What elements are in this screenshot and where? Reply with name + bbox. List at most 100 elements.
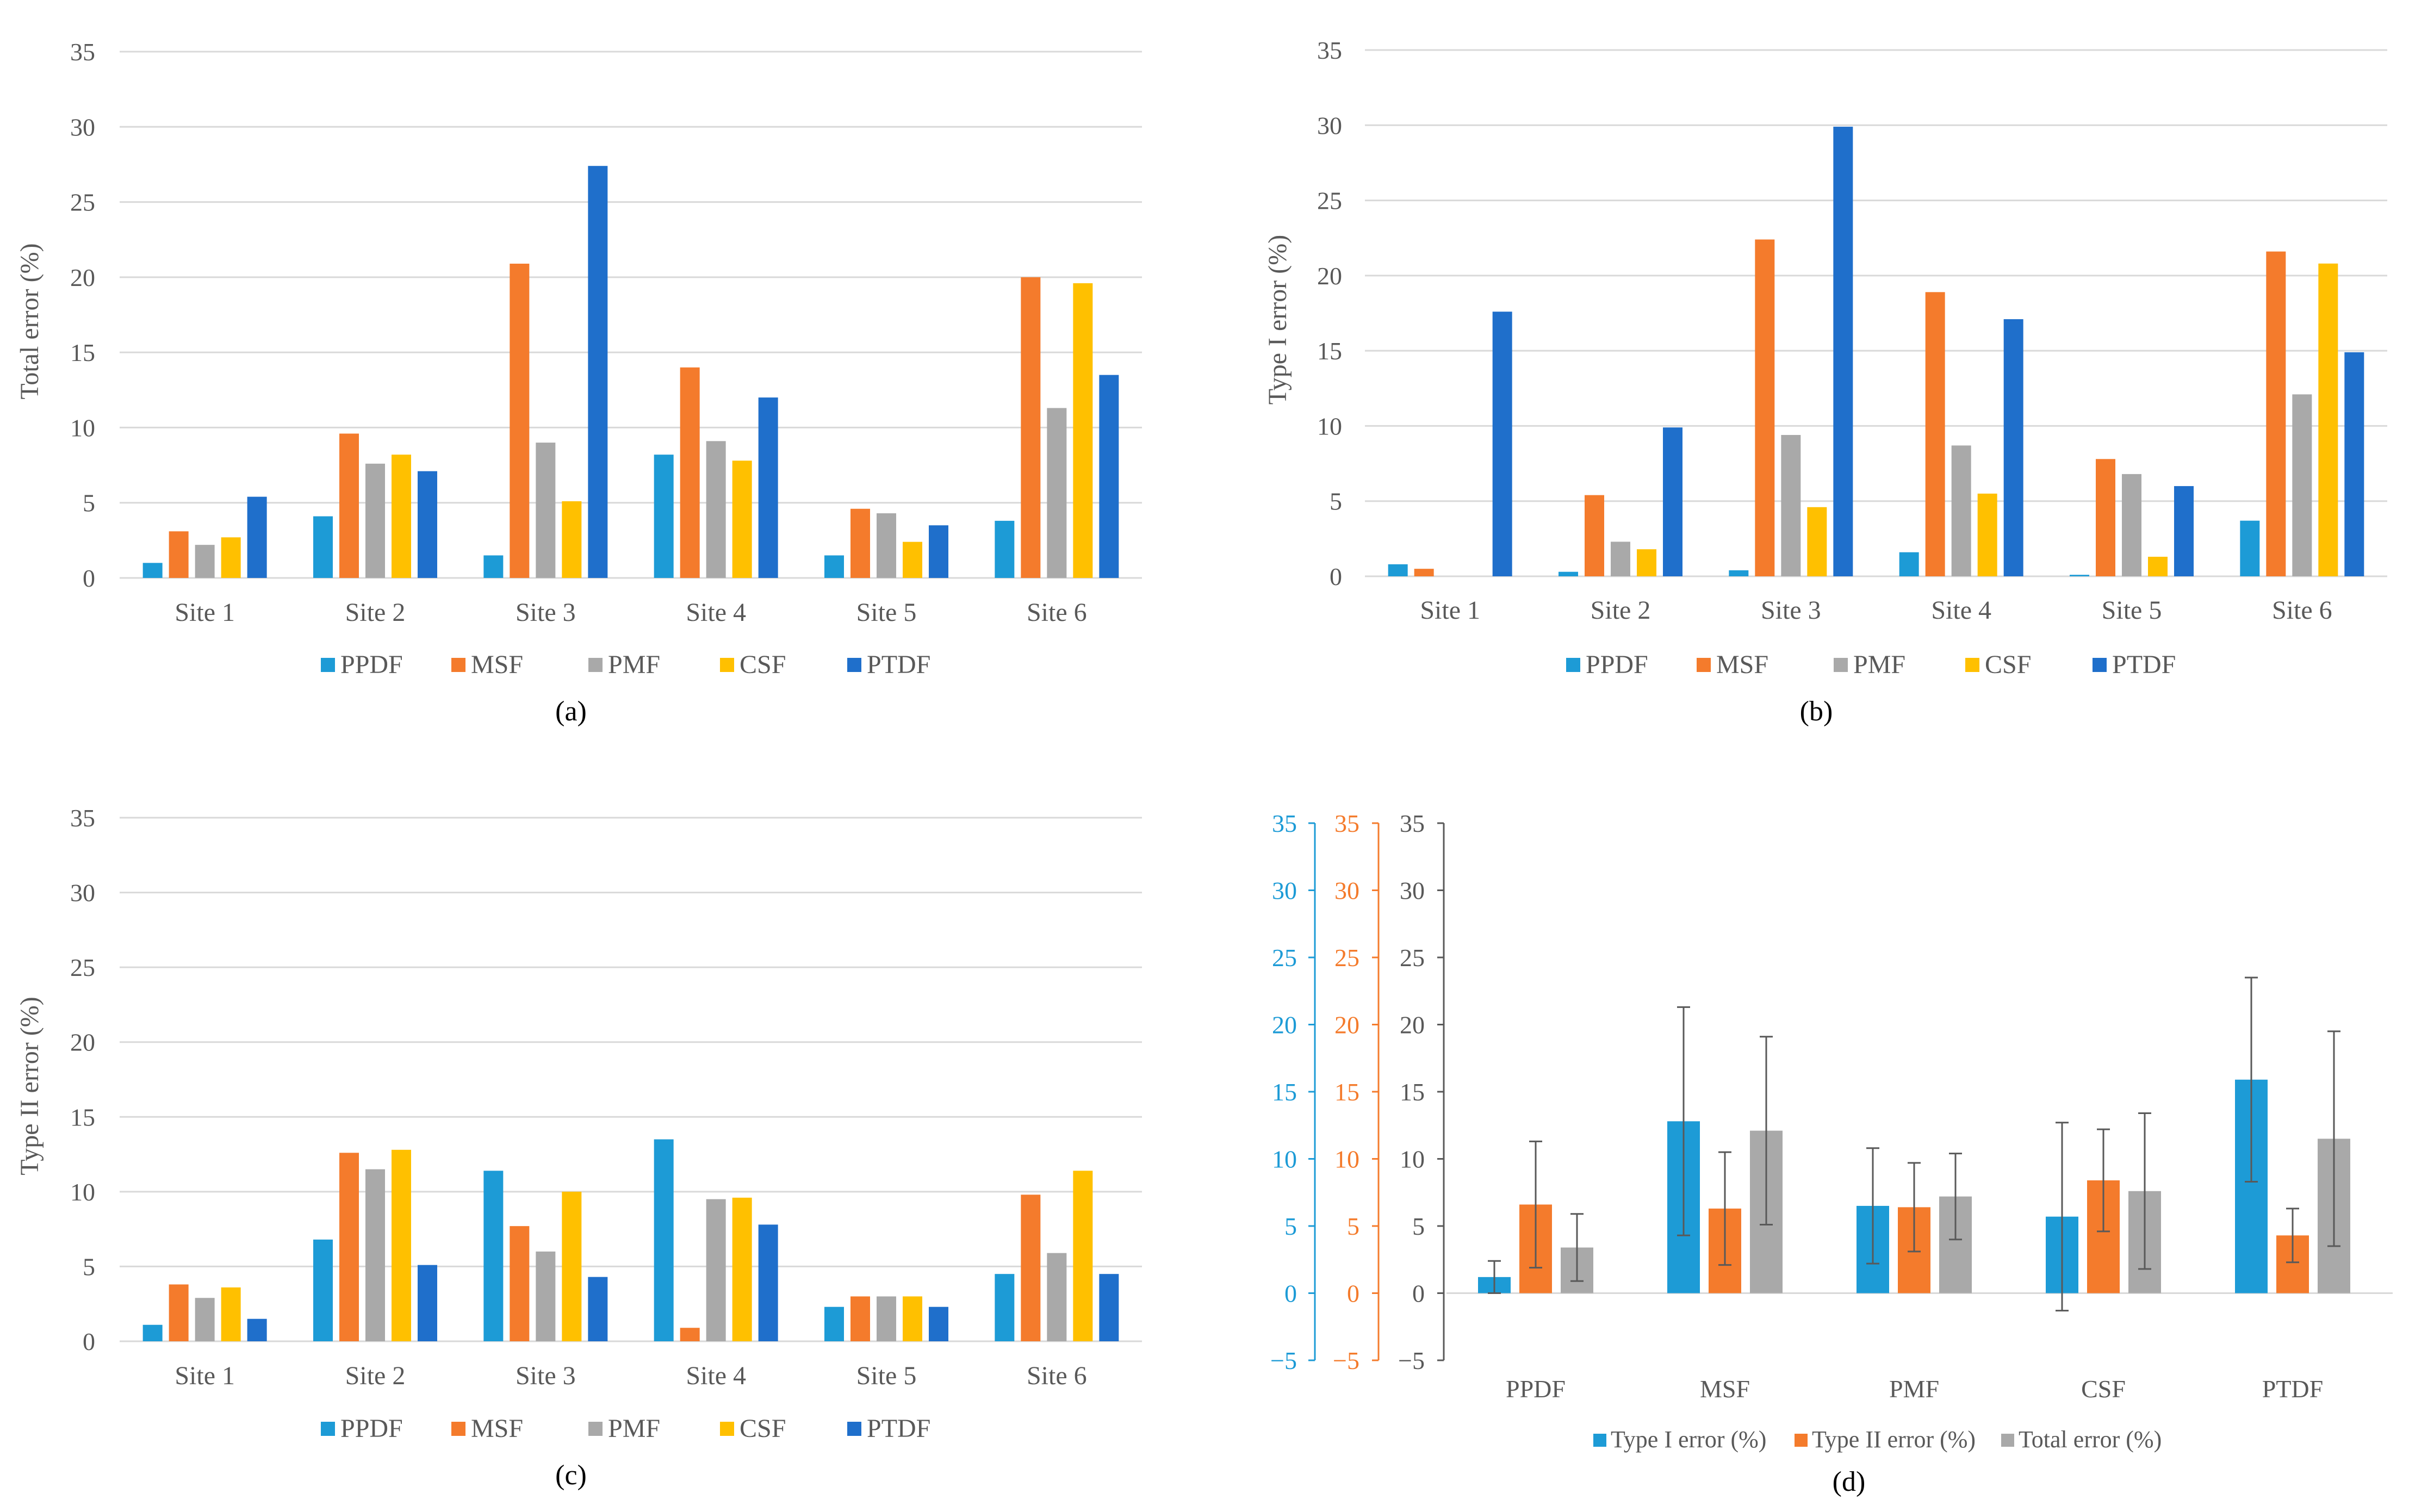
bar-pmf-site2 [365,1169,385,1341]
bar-csf-site5 [903,542,922,578]
y-tick-label: 10 [1317,412,1342,440]
bar-csf-site2 [392,1149,411,1341]
bar-ppdf-site3 [483,555,504,578]
y-tick-label: 25 [70,954,95,981]
bar-ptdf-site2 [418,471,437,578]
y-tick-label: 35 [1317,36,1342,64]
bar-ptdf-site5 [929,1306,948,1341]
bar-pmf-site3 [1781,435,1801,576]
bar-ptdf-site2 [418,1265,437,1341]
bar-msf-site6 [1021,1194,1041,1341]
chart-panel-b: 0 5 10 15 20 25 30 35 Type I error (%) Site 1 Site… [1263,36,2387,727]
legend-swatch-csf [720,1422,734,1436]
legend-label: Type I error (%) [1611,1426,1766,1453]
bar-pmf-site5 [877,1296,896,1341]
y-tick-label: 30 [1334,877,1359,905]
legend-swatch-ppdf [321,658,335,672]
bar-msf-site1 [1414,569,1434,576]
bar-msf-site3 [510,263,530,578]
y-tick-label: 15 [1334,1078,1359,1106]
bar-pmf-site6 [1047,1253,1067,1341]
y-tick-label: 5 [1347,1212,1359,1240]
legend-label: PTDF [2112,650,2176,679]
y-tick-label: 30 [70,113,95,141]
legend-swatch-msf [1697,658,1711,672]
y-tick-label: 15 [70,1103,95,1131]
y-tick-label: 10 [70,414,95,441]
bar-csf-site3 [562,1191,582,1341]
bar-ptdf-site3 [588,166,608,578]
y-tick-label: 0 [83,1328,95,1355]
bar-csf-site1 [221,537,241,578]
legend-swatch-pmf [1834,658,1848,672]
x-category-label: Site 3 [1761,596,1821,625]
y-tick-label: 15 [1400,1078,1425,1106]
legend-swatch-pmf [588,658,603,672]
y-tick-label: 35 [70,804,95,832]
x-category-label: Site 4 [1931,596,1991,625]
bar-ppdf-site3 [1729,570,1749,576]
legend-label: PMF [1853,650,1905,679]
bar-pmf-site6 [2292,394,2312,576]
y-axis-title: Type II error (%) [15,997,44,1175]
bar-ptdf-site1 [247,496,267,578]
y-tick-label: −5 [1270,1347,1297,1374]
y-tick-label: 5 [83,489,95,517]
legend-swatch-ptdf [847,658,861,672]
bar-ppdf-site3 [483,1171,504,1341]
y-tick-label: 0 [1284,1280,1297,1308]
legend-label: PTDF [867,650,930,679]
bar-pmf-site2 [1611,542,1630,576]
x-category-label: PMF [1889,1375,1939,1403]
legend-label: CSF [1985,650,2031,679]
legend-label: CSF [740,1414,786,1443]
bar-msf-site4 [680,367,700,578]
legend-label: PMF [608,650,660,679]
x-category-label: MSF [1700,1375,1750,1403]
bar-ppdf-site1 [142,1324,163,1341]
x-category-label: Site 6 [1027,1361,1087,1390]
legend-label: Total error (%) [2019,1426,2162,1453]
x-category-label: Site 2 [345,598,406,627]
y-tick-label: 15 [1317,337,1342,365]
bar-pmf-site4 [706,1199,726,1341]
bar-ptdf-site5 [929,525,948,578]
legend-swatch-csf [720,658,734,672]
y-tick-label: 10 [1334,1146,1359,1173]
bar-pmf-site5 [2122,474,2141,576]
y-tick-label: 20 [70,264,95,291]
legend-swatch-pmf [588,1422,603,1436]
y-tick-label: 5 [1330,488,1342,515]
panel-label: (c) [555,1460,587,1491]
legend-swatch-ppdf [1566,658,1580,672]
y-tick-label: 30 [1317,111,1342,139]
bar-ptdf-site4 [758,1224,778,1341]
x-category-label: Site 6 [2272,596,2332,625]
y-tick-label: 5 [1412,1212,1425,1240]
bar-csf-site6 [1073,1171,1093,1341]
x-category-label: Site 1 [1420,596,1480,625]
bar-msf-site5 [2096,459,2115,576]
y-tick-label: −5 [1398,1347,1425,1374]
x-category-label: Site 6 [1027,598,1087,627]
bar-ptdf-site6 [1099,1274,1119,1341]
bar-ppdf-site2 [1559,571,1578,576]
y-tick-label: 10 [70,1178,95,1206]
y-tick-label: 5 [1284,1212,1297,1240]
bar-csf-site5 [903,1296,922,1341]
y-tick-label: 35 [1272,810,1297,837]
y-tick-label: 0 [83,564,95,592]
legend-swatch-type2 [1795,1434,1808,1447]
legend-swatch-type1 [1593,1434,1606,1447]
y-tick-label: 25 [1272,944,1297,972]
bar-ptdf-site1 [1492,312,1512,576]
bar-ppdf-site5 [824,1306,844,1341]
x-category-label: Site 5 [856,1361,917,1390]
y-tick-label: 35 [70,38,95,66]
bar-csf-site6 [1073,283,1093,578]
y-tick-label: 20 [1272,1011,1297,1039]
bar-pmf-site4 [1951,445,1971,576]
bar-msf-site1 [169,531,189,578]
legend-label: CSF [740,650,786,679]
x-category-label: Site 1 [175,1361,235,1390]
